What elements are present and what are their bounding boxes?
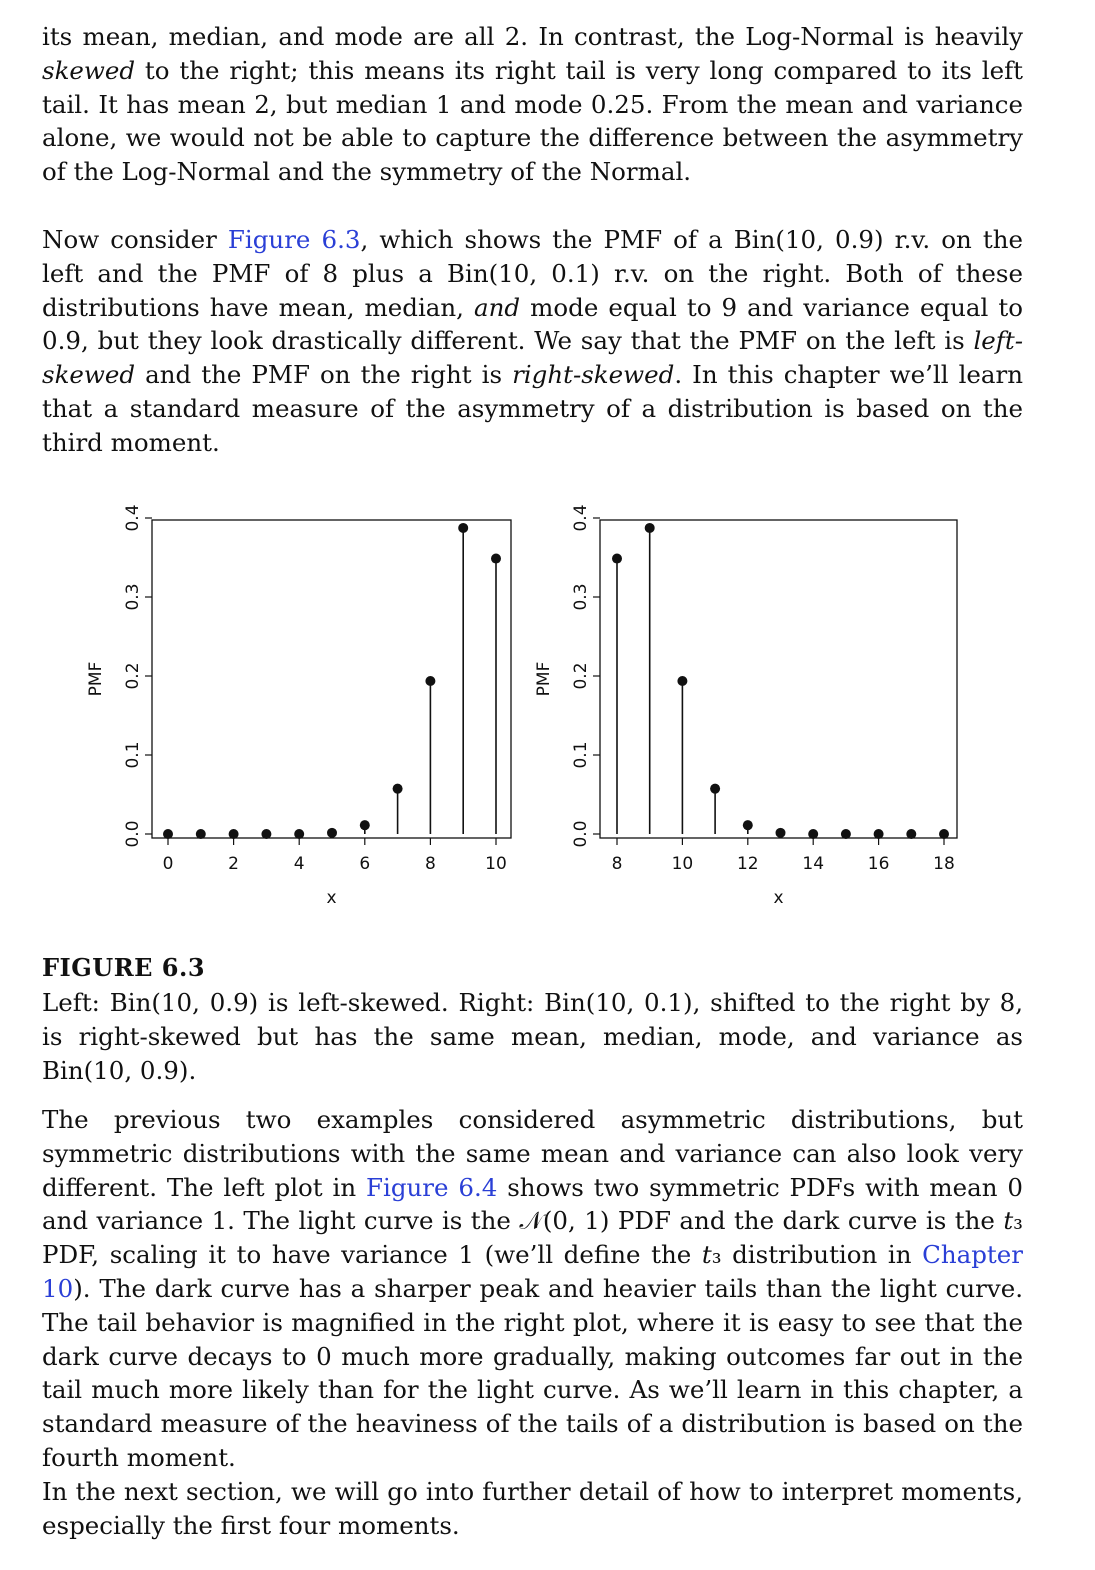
x-tick-label: 16 bbox=[868, 854, 890, 874]
paragraph-skewness: Now consider Figure 6.3, which shows the… bbox=[42, 223, 1023, 460]
data-point bbox=[710, 783, 721, 794]
data-point bbox=[163, 829, 173, 839]
emphasis-text: left-skewed bbox=[42, 326, 1023, 390]
x-tick-label: 4 bbox=[294, 854, 305, 874]
data-point bbox=[840, 829, 851, 839]
data-point bbox=[195, 829, 206, 839]
paragraph-log-normal: its mean, median, and mode are all 2. In… bbox=[42, 20, 1023, 189]
data-point bbox=[644, 522, 655, 533]
y-tick-label: 0.0 bbox=[123, 820, 143, 847]
emphasis-text: t bbox=[1003, 1206, 1014, 1236]
text-run: Now consider bbox=[42, 225, 228, 254]
y-tick-label: 0.4 bbox=[571, 504, 591, 531]
data-point bbox=[261, 829, 272, 839]
text-run: its mean, median, and mode are all 2. In… bbox=[42, 22, 1023, 51]
data-point bbox=[775, 827, 786, 838]
emphasis-text: skewed bbox=[42, 55, 136, 85]
y-axis-label: PMF bbox=[86, 662, 106, 697]
emphasis-text: right-skewed bbox=[512, 360, 675, 390]
y-tick-label: 0.0 bbox=[571, 820, 591, 847]
data-point bbox=[677, 675, 688, 686]
x-tick-label: 10 bbox=[672, 854, 694, 874]
y-tick-label: 0.1 bbox=[571, 741, 591, 768]
x-tick-label: 12 bbox=[737, 854, 759, 874]
emphasis-text: and bbox=[474, 292, 521, 322]
text-run: and the PMF on the right is bbox=[135, 360, 513, 390]
data-point bbox=[612, 553, 622, 564]
figure-title: FIGURE 6.3 bbox=[42, 953, 206, 982]
text-run: ₃ distribution in bbox=[711, 1240, 923, 1270]
data-point bbox=[458, 522, 469, 533]
y-tick-label: 0.3 bbox=[123, 583, 143, 610]
cross-reference-link[interactable]: Chapter 10 bbox=[42, 1240, 1023, 1303]
x-tick-label: 18 bbox=[933, 854, 955, 874]
paragraph-next-section: In the next section, we will go into fur… bbox=[42, 1475, 1023, 1543]
data-point bbox=[906, 829, 917, 839]
x-tick-label: 0 bbox=[163, 854, 174, 874]
y-tick-label: 0.4 bbox=[123, 504, 143, 531]
y-tick-label: 0.2 bbox=[123, 662, 143, 689]
x-axis-label: x bbox=[773, 888, 783, 908]
x-tick-label: 8 bbox=[612, 854, 623, 874]
y-tick-label: 0.1 bbox=[123, 741, 143, 768]
text-run: mode equal to 9 and variance equal to 0.… bbox=[42, 292, 1024, 356]
x-axis-label: x bbox=[326, 888, 336, 908]
data-point bbox=[327, 827, 337, 838]
data-point bbox=[808, 829, 819, 839]
y-tick-label: 0.2 bbox=[571, 662, 591, 689]
text-run: . In this chapter we’ll learn that a sta… bbox=[42, 360, 1023, 457]
emphasis-text: t bbox=[701, 1240, 712, 1270]
figure-caption: Left: Bin(10, 0.9) is left-skewed. Right… bbox=[42, 988, 1023, 1085]
data-point bbox=[359, 820, 370, 831]
data-point bbox=[228, 829, 239, 839]
text-run: to the right; this means its right tail … bbox=[42, 55, 1023, 187]
data-point bbox=[939, 829, 949, 839]
y-tick-label: 0.3 bbox=[571, 583, 591, 610]
x-tick-label: 14 bbox=[802, 854, 824, 874]
data-point bbox=[392, 783, 403, 794]
data-point bbox=[742, 820, 753, 831]
y-axis-label: PMF bbox=[534, 662, 554, 697]
x-tick-label: 2 bbox=[228, 854, 239, 874]
plot-frame bbox=[151, 519, 512, 839]
text-run: ). The dark curve has a sharper peak and… bbox=[42, 1273, 1023, 1472]
data-point bbox=[873, 829, 884, 839]
plot-frame bbox=[599, 519, 958, 839]
data-point bbox=[491, 553, 501, 564]
left-plot-bin-10-0.9: 0.0 0.1 0.2 0.3 0.4 0 2 4 6 8 10 x PMF bbox=[86, 504, 512, 908]
cross-reference-link[interactable]: Figure 6.4 bbox=[366, 1172, 498, 1202]
text-run: shows two symmetric PDFs with mean 0 and… bbox=[42, 1172, 1023, 1236]
text-run: In the next section, we will go into fur… bbox=[42, 1477, 1023, 1540]
cross-reference-link[interactable]: Figure 6.3 bbox=[227, 225, 361, 254]
x-tick-label: 8 bbox=[425, 854, 436, 874]
x-tick-label: 10 bbox=[485, 854, 507, 874]
paragraph-kurtosis: The previous two examples considered asy… bbox=[42, 1103, 1023, 1475]
text-run: The previous two examples considered asy… bbox=[42, 1105, 1023, 1202]
right-plot-shifted-bin-10-0.1: 0.0 0.1 0.2 0.3 0.4 8 10 12 14 16 18 x PMF bbox=[534, 504, 958, 908]
data-point bbox=[425, 675, 436, 686]
data-point bbox=[294, 829, 305, 839]
text-run: , which shows the PMF of a Bin(10, 0.9) … bbox=[42, 225, 1023, 322]
text-run: ₃ PDF, scaling it to have variance 1 (we… bbox=[42, 1206, 1023, 1270]
x-tick-label: 6 bbox=[359, 854, 370, 874]
